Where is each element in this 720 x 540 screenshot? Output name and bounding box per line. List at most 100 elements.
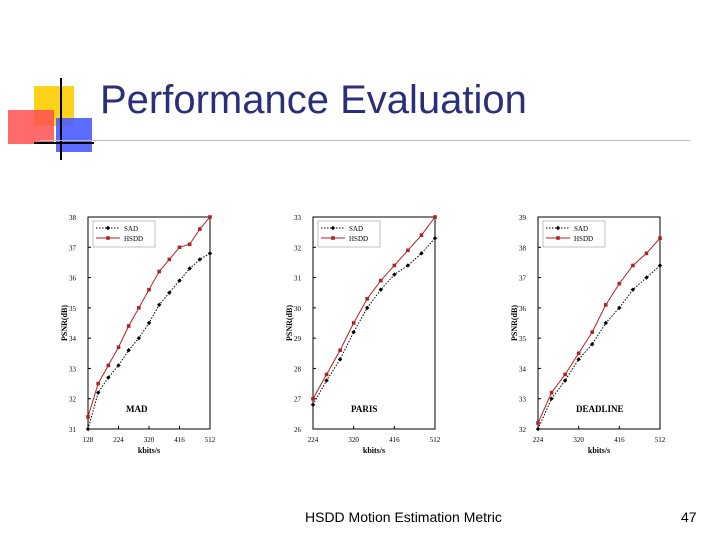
- data-point-hsdd: [433, 215, 437, 219]
- data-point-hsdd: [324, 372, 329, 377]
- data-point-hsdd: [187, 242, 192, 247]
- x-tick-label: 512: [430, 436, 441, 444]
- data-point-sad: [156, 302, 162, 308]
- data-point-sad: [549, 396, 554, 401]
- y-tick-label: 31: [69, 426, 77, 434]
- data-point-hsdd: [590, 330, 595, 334]
- data-point-hsdd: [536, 421, 540, 425]
- chart-title: PARIS: [351, 404, 377, 414]
- y-tick-label: 30: [294, 305, 302, 313]
- y-tick-label: 32: [69, 396, 77, 404]
- x-tick-label: 416: [174, 436, 185, 444]
- data-point-sad: [85, 426, 91, 432]
- data-point-hsdd: [96, 381, 100, 386]
- chart-mad-svg: 31 32 33 34 35 36 37 38 128 224 320 416 512 kbits/s PS…: [60, 214, 216, 455]
- legend-marker-sad: [330, 225, 336, 231]
- title-divider: [40, 140, 690, 141]
- data-point-hsdd: [365, 296, 370, 301]
- series-line-hsdd: [537, 237, 661, 424]
- data-point-sad: [644, 275, 649, 280]
- slide-title: Performance Evaluation: [100, 78, 527, 122]
- deco-red-square: [8, 110, 54, 144]
- data-point-hsdd: [137, 306, 141, 310]
- data-point-sad: [324, 378, 329, 383]
- plot-frame: [312, 216, 436, 430]
- data-point-hsdd: [351, 321, 356, 325]
- plot-frame: [537, 216, 661, 430]
- legend-marker-sad: [555, 225, 561, 231]
- x-axis-label: kbits/s: [363, 446, 385, 455]
- chart-mad: 31 32 33 34 35 36 37 38 128 224 320 416 512 kbits/s PS…: [60, 205, 240, 460]
- data-point-hsdd: [157, 269, 161, 274]
- data-point-hsdd: [126, 324, 131, 328]
- y-tick-label: 38: [69, 214, 77, 222]
- y-tick-label: 36: [69, 275, 77, 283]
- series-line-sad: [312, 237, 436, 406]
- x-tick-label: 320: [348, 436, 359, 444]
- legend-marker-hsdd: [331, 236, 335, 240]
- data-point-sad: [405, 263, 411, 268]
- chart-deadline-svg: 32 33 34 35 36 37 38 39 224 320 416 512 kbits/s PSNR(…: [510, 214, 666, 455]
- y-tick-label: 32: [294, 244, 302, 252]
- y-tick-label: 33: [294, 214, 302, 222]
- data-point-hsdd: [631, 263, 635, 268]
- deco-horizontal-line: [34, 142, 94, 144]
- y-tick-label: 38: [519, 244, 527, 252]
- data-point-sad: [310, 402, 316, 407]
- data-point-sad: [365, 305, 370, 311]
- data-point-hsdd: [617, 281, 622, 286]
- data-point-sad: [207, 251, 213, 256]
- y-tick-label: 28: [294, 365, 302, 373]
- data-point-sad: [351, 329, 356, 335]
- legend-label-sad: SAD: [124, 225, 138, 233]
- data-point-sad: [136, 335, 142, 341]
- data-point-hsdd: [406, 248, 410, 253]
- x-tick-label: 128: [83, 436, 94, 444]
- data-point-hsdd: [116, 345, 121, 350]
- y-tick-label: 34: [69, 335, 77, 343]
- y-tick-label: 37: [69, 244, 77, 252]
- data-point-hsdd: [167, 257, 172, 262]
- y-tick-label: 34: [519, 365, 527, 373]
- series-line-hsdd: [312, 216, 436, 399]
- legend-box: [317, 220, 381, 248]
- data-point-sad: [392, 272, 397, 277]
- x-tick-label: 224: [113, 436, 124, 444]
- data-point-hsdd: [658, 236, 662, 240]
- data-point-sad: [657, 263, 663, 268]
- chart-paris-svg: 26 27 28 29 30 31 32 33 224 320 416 512 kbits/s PSNR(…: [285, 214, 441, 455]
- y-tick-label: 35: [519, 335, 527, 343]
- data-point-hsdd: [86, 415, 90, 419]
- data-point-sad: [187, 266, 192, 271]
- legend-label-hsdd: HSDD: [124, 235, 143, 243]
- chart-title: DEADLINE: [576, 404, 624, 414]
- deco-blue-square: [56, 118, 92, 152]
- x-axis-label: kbits/s: [588, 446, 610, 455]
- data-point-sad: [603, 320, 608, 326]
- y-tick-label: 31: [294, 275, 302, 283]
- x-tick-label: 416: [389, 436, 400, 444]
- data-point-sad: [177, 278, 182, 283]
- data-point-hsdd: [198, 227, 202, 231]
- x-tick-label: 320: [144, 436, 155, 444]
- legend-box: [542, 220, 606, 248]
- legend-box: [92, 220, 156, 248]
- x-tick-label: 320: [573, 436, 584, 444]
- data-point-hsdd: [576, 351, 581, 356]
- data-point-sad: [432, 236, 438, 241]
- y-tick-label: 26: [294, 426, 302, 434]
- chart-title: MAD: [126, 404, 148, 414]
- legend-marker-hsdd: [556, 236, 560, 240]
- legend-label-sad: SAD: [574, 225, 588, 233]
- y-axis-label: PSNR(dB): [285, 305, 294, 341]
- data-point-hsdd: [106, 363, 111, 368]
- data-point-hsdd: [177, 245, 182, 250]
- data-point-hsdd: [644, 251, 649, 256]
- data-point-sad: [378, 287, 383, 292]
- data-point-sad: [197, 257, 203, 262]
- data-point-hsdd: [392, 263, 397, 268]
- data-point-hsdd: [311, 396, 315, 401]
- data-point-sad: [535, 426, 541, 432]
- data-point-hsdd: [378, 278, 383, 283]
- data-point-hsdd: [419, 233, 424, 237]
